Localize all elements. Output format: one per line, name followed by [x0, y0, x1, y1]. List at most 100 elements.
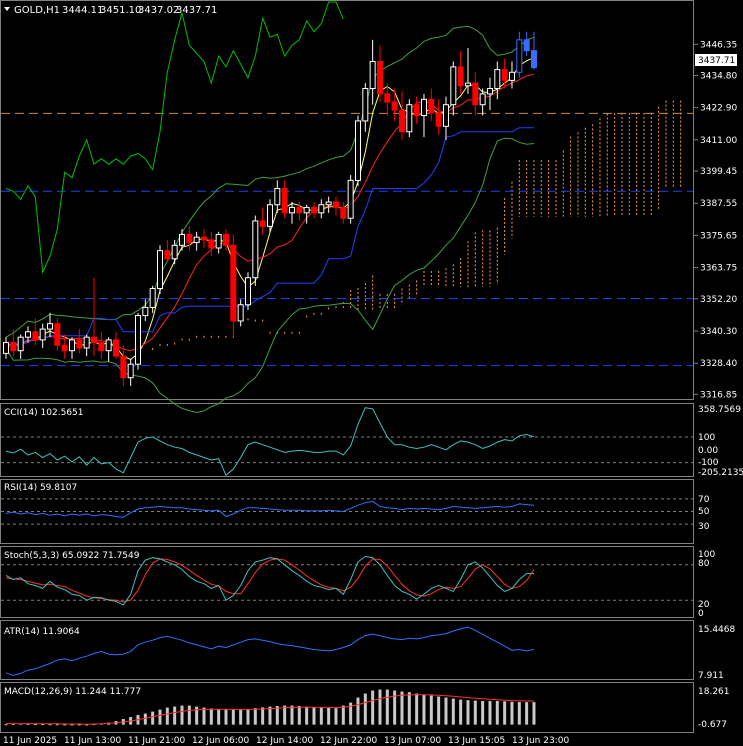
- candle-body: [208, 239, 215, 249]
- macd-bar: [393, 690, 397, 725]
- macd-bar: [253, 708, 257, 725]
- macd-bar: [378, 689, 382, 725]
- rsi-tick-70: 70: [698, 495, 710, 505]
- candle-body: [222, 233, 229, 246]
- macd-bar: [77, 724, 81, 726]
- candle-body: [384, 93, 391, 103]
- time-axis: 11 Jun 2025 11 Jun 13:00 11 Jun 21:00 12…: [3, 736, 569, 746]
- lagging-span-line: [5, 1, 344, 275]
- macd-bar: [415, 693, 419, 725]
- price-tick-label-0: 3446.35: [700, 40, 737, 50]
- time-label-3: 12 Jun 06:00: [192, 736, 249, 746]
- candle-body: [428, 98, 435, 114]
- collapse-triangle-icon[interactable]: [4, 7, 10, 11]
- candle-body: [237, 304, 244, 322]
- time-label-8: 13 Jun 23:00: [512, 736, 569, 746]
- macd-bar: [48, 724, 52, 726]
- ohlc-open: 3444.11: [62, 5, 103, 16]
- macd-bar: [195, 706, 199, 725]
- macd-bar: [319, 707, 323, 725]
- macd-bar: [429, 695, 433, 725]
- stoch-tick-100: 100: [698, 550, 715, 560]
- stoch-tick-20: 20: [698, 600, 710, 610]
- macd-bar: [187, 705, 191, 725]
- cci-tick-0: 0.00: [698, 446, 718, 456]
- macd-bar: [239, 709, 243, 725]
- macd-bar: [70, 724, 74, 726]
- current-price-marker: 3437.71: [695, 54, 737, 66]
- candle-body: [398, 109, 405, 133]
- macd-bar: [488, 700, 492, 725]
- macd-bar: [371, 690, 375, 725]
- rsi-pane: [0, 479, 694, 544]
- macd-bar: [217, 709, 221, 725]
- macd-pane: [0, 682, 694, 733]
- candle-body: [156, 250, 163, 290]
- time-label-7: 13 Jun 15:05: [448, 736, 505, 746]
- candle-body: [32, 331, 39, 341]
- candle-body: [332, 201, 339, 208]
- macd-bar: [473, 700, 477, 725]
- price-axis: 3446.35 3434.80 3422.90 3411.00 3399.45 3387.…: [694, 40, 737, 400]
- price-tick-label-1: 3434.80: [700, 72, 737, 82]
- candle-body: [450, 66, 457, 106]
- time-label-1: 11 Jun 13:00: [64, 736, 121, 746]
- candle-body: [200, 236, 207, 241]
- current-price-label: 3437.71: [698, 56, 735, 66]
- candle-body: [164, 250, 171, 260]
- stoch-pane: [0, 546, 694, 618]
- candle-body: [68, 339, 75, 352]
- candle-body: [266, 204, 273, 227]
- macd-bar: [451, 698, 455, 725]
- macd-bar: [173, 706, 177, 725]
- kijun-line: [5, 127, 534, 349]
- candle-body: [134, 315, 141, 365]
- candle-body: [178, 233, 185, 246]
- macd-bar: [165, 707, 169, 725]
- macd-label: MACD(12,26,9) 11.244 11.777: [4, 687, 141, 697]
- macd-signal-line: [6, 694, 534, 725]
- candle-body: [376, 60, 383, 95]
- price-tick-label-10: 3328.40: [700, 359, 737, 369]
- price-tick-label-6: 3375.65: [700, 231, 737, 241]
- price-tick-label-4: 3399.45: [700, 167, 737, 177]
- candle-body: [127, 363, 134, 379]
- candle-body: [186, 233, 193, 244]
- stoch-tick-80: 80: [698, 559, 710, 569]
- macd-bar: [209, 708, 213, 725]
- indicator-ticks: 358.7569 100 0.00 -100 -205.2135 70 50 3…: [698, 405, 743, 730]
- macd-bar: [290, 705, 294, 725]
- time-label-6: 13 Jun 07:00: [384, 736, 441, 746]
- candle-body: [494, 69, 501, 89]
- atr-label: ATR(14) 11.9064: [4, 627, 80, 637]
- macd-bar: [55, 724, 59, 726]
- price-tick-label-3: 3411.00: [700, 136, 737, 146]
- macd-bar: [224, 709, 228, 725]
- candle-body: [215, 233, 222, 249]
- indicator-lines: [1, 407, 693, 726]
- macd-bar: [261, 707, 265, 725]
- candle-body: [340, 206, 347, 219]
- candle-body: [318, 204, 325, 214]
- indicator-labels: CCI(14) 102.5651 RSI(14) 59.8107 Stoch(5…: [4, 408, 141, 697]
- rsi-tick-50: 50: [698, 507, 710, 517]
- candle-body: [83, 336, 90, 349]
- stoch-tick-0: 0: [698, 609, 704, 619]
- ohlc-low: 3437.02: [138, 5, 179, 16]
- macd-bar: [180, 705, 184, 725]
- symbol-header: GOLD,H1 3444.11 3451.10 3437.02 3437.71: [4, 5, 217, 16]
- candle-body: [193, 236, 200, 244]
- rsi-line: [5, 500, 535, 518]
- candle-body: [391, 101, 398, 111]
- candle-body: [486, 87, 493, 95]
- macd-bar: [33, 724, 37, 726]
- cci-line: [5, 407, 535, 477]
- candle-body: [420, 98, 427, 117]
- macd-tick-max: 18.261: [698, 687, 730, 697]
- candle-body: [362, 87, 369, 122]
- macd-bar: [275, 705, 279, 725]
- candle-body: [347, 179, 354, 219]
- candle-body: [142, 306, 149, 317]
- horizontal-levels: [1, 112, 693, 367]
